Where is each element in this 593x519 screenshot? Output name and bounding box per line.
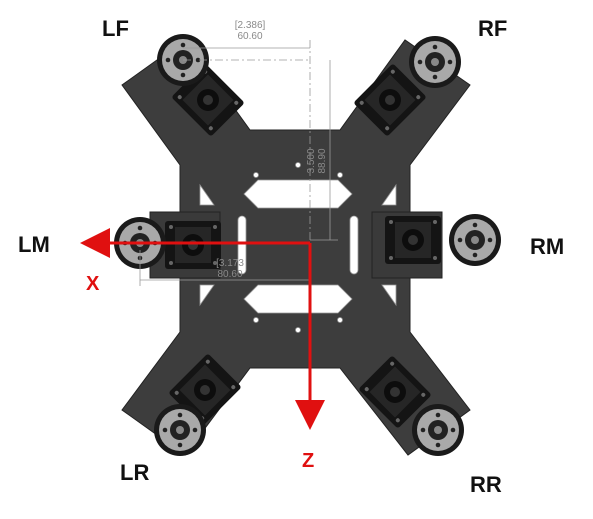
servo-rm: [385, 214, 501, 266]
plate-cutouts: [199, 162, 397, 333]
middle-offset-inches: [3.173: [216, 258, 244, 269]
middle-offset-mm: 80.60: [217, 269, 243, 280]
front-vertical-mm: 88.90: [317, 148, 328, 174]
front-vertical-dimension: 3.500 88.90: [306, 141, 328, 181]
leg-label-rr: RR: [470, 472, 502, 497]
leg-label-lf: LF: [102, 16, 129, 41]
axis-label-x: X: [86, 273, 100, 295]
dimension-lines: [139, 40, 338, 286]
leg-label-lm: LM: [18, 232, 50, 257]
front-offset-mm: 60.60: [237, 31, 263, 42]
front-offset-dimension: [2.386] 60.60: [225, 20, 275, 42]
axis-label-z: Z: [302, 450, 315, 472]
leg-label-rm: RM: [530, 234, 565, 259]
front-vertical-inches: 3.500: [306, 148, 317, 174]
middle-offset-dimension: [3.173 80.60: [208, 258, 252, 280]
front-offset-inches: [2.386]: [234, 20, 266, 31]
leg-label-lr: LR: [120, 460, 150, 485]
leg-label-rf: RF: [478, 16, 508, 41]
